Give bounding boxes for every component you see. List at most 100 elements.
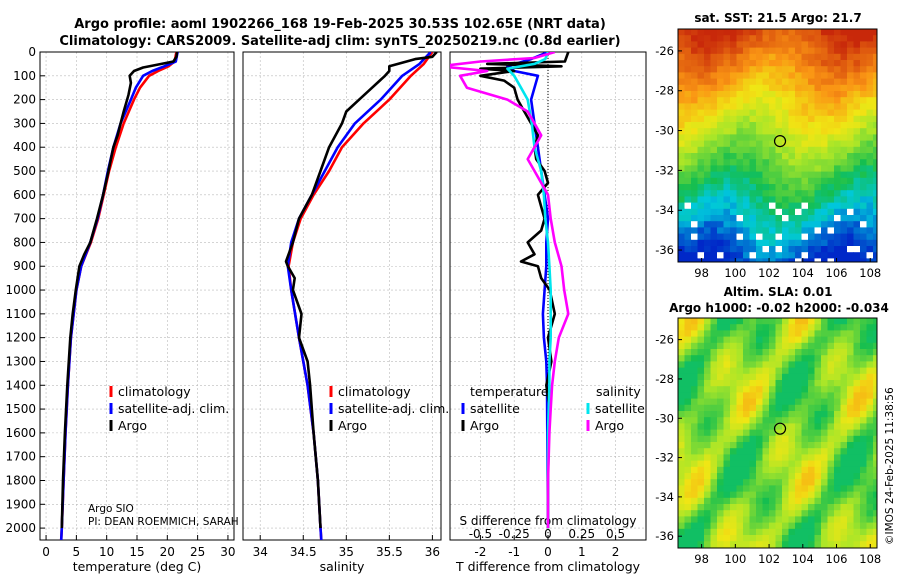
map-cell xyxy=(691,190,698,197)
map-cell xyxy=(743,221,750,228)
map-cell xyxy=(710,215,718,222)
map-cell xyxy=(788,41,796,49)
map-cell xyxy=(743,227,750,235)
map-cell xyxy=(749,485,757,493)
map-cell xyxy=(710,423,718,431)
map-cell xyxy=(749,258,757,262)
map-cell-masked xyxy=(736,215,744,222)
map-cell xyxy=(853,491,861,499)
map-cell xyxy=(704,361,711,369)
map-cell xyxy=(795,398,802,406)
map-cell xyxy=(756,165,763,173)
map-cell xyxy=(730,367,737,375)
map-cell xyxy=(710,342,718,350)
map-cell xyxy=(743,330,750,338)
map-cell xyxy=(717,258,724,262)
map-cell xyxy=(801,454,809,462)
series-group xyxy=(59,52,179,540)
map-cell xyxy=(762,535,770,542)
map-cell xyxy=(795,442,802,449)
map-cell xyxy=(756,252,763,259)
map-cell xyxy=(710,140,718,148)
map-cell xyxy=(769,128,776,135)
map-cell xyxy=(704,97,711,104)
map-cell xyxy=(684,165,692,173)
map-cell xyxy=(678,53,685,61)
map-cell xyxy=(723,146,731,154)
map-cell xyxy=(749,380,757,387)
map-cell xyxy=(782,84,789,92)
map-cell xyxy=(717,227,724,235)
map-cell xyxy=(801,491,809,499)
map-cell xyxy=(782,122,789,129)
map-cell xyxy=(788,398,796,406)
map-cell xyxy=(697,497,705,505)
map-cell xyxy=(808,134,815,142)
map-cell xyxy=(853,355,861,362)
map-cell xyxy=(853,146,861,154)
x-axis-label: T difference from climatology xyxy=(455,559,641,574)
map-cell xyxy=(678,324,685,331)
map-cell xyxy=(743,417,750,424)
map-cell xyxy=(730,318,737,325)
map-cell xyxy=(847,522,854,530)
map-cell xyxy=(834,510,841,517)
map-cell xyxy=(860,140,867,148)
map-cell xyxy=(782,504,789,511)
map-cell xyxy=(840,373,848,381)
map-cell xyxy=(730,196,737,204)
map-cell xyxy=(749,60,757,67)
map-cell xyxy=(795,342,802,350)
map-cell xyxy=(756,541,763,548)
map-cell xyxy=(697,47,705,55)
map-cell xyxy=(814,367,822,375)
map-cell xyxy=(821,398,828,406)
map-cell xyxy=(723,355,731,362)
map-cell xyxy=(840,41,848,49)
map-cell xyxy=(704,165,711,173)
map-cell xyxy=(730,109,737,117)
map-cell xyxy=(866,140,874,148)
map-cell xyxy=(821,146,828,154)
map-cell xyxy=(756,239,763,247)
map-cell xyxy=(873,252,877,259)
map-cell xyxy=(866,386,874,393)
map-cell xyxy=(710,361,718,369)
map-cell xyxy=(782,66,789,73)
map-cell xyxy=(853,35,861,42)
y-tick-label: 800 xyxy=(13,235,36,249)
map-cell xyxy=(860,516,867,524)
map-cell xyxy=(827,504,835,511)
map-cell xyxy=(821,246,828,253)
x-tick-label: 108 xyxy=(859,266,881,280)
sla-map-panel: 98 100 102 104 106 108-26-28-30-32-34-36Altim… xyxy=(655,285,889,566)
map-cell xyxy=(873,342,877,350)
map-cell xyxy=(749,336,757,344)
map-cell xyxy=(717,466,724,474)
map-cell xyxy=(717,109,724,117)
map-cell xyxy=(814,423,822,431)
map-cell xyxy=(736,491,744,499)
map-cell xyxy=(821,91,828,98)
map-cell xyxy=(866,146,874,154)
map-cell xyxy=(801,528,809,536)
map-cell xyxy=(710,246,718,253)
map-cell xyxy=(684,349,692,356)
map-cell xyxy=(775,361,783,369)
map-cell xyxy=(853,442,861,449)
map-cell xyxy=(697,336,705,344)
map-cell xyxy=(691,541,698,548)
map-cell xyxy=(762,29,770,36)
map-cell xyxy=(756,497,763,505)
map-cell xyxy=(736,109,744,117)
map-cell xyxy=(723,208,731,216)
map-cell xyxy=(697,66,705,73)
map-cell xyxy=(788,171,796,179)
map-cell xyxy=(730,466,737,474)
map-cell xyxy=(860,190,867,197)
map-cell xyxy=(860,35,867,42)
map-cell xyxy=(775,252,783,259)
map-cell xyxy=(873,367,877,375)
map-cell xyxy=(697,528,705,536)
map-cell xyxy=(736,435,744,443)
